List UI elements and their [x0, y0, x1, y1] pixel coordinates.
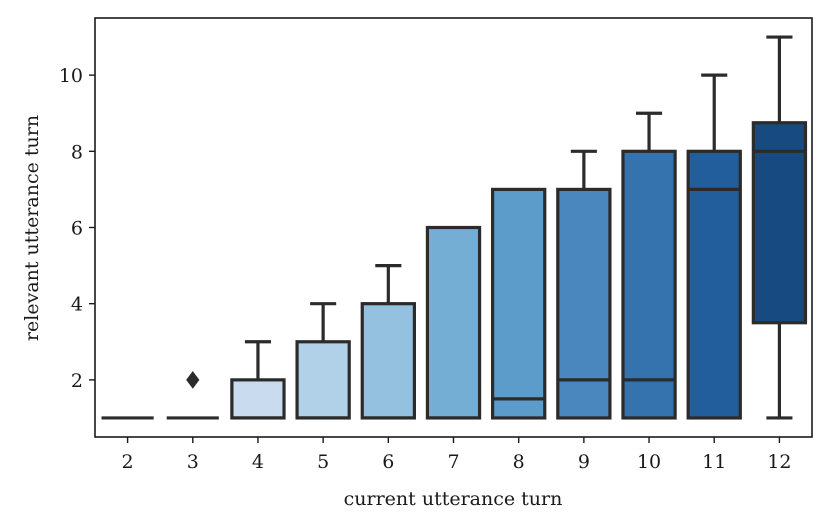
x-tick-label: 4 [252, 451, 264, 473]
x-axis-label: current utterance turn [344, 488, 563, 510]
box-group-11 [686, 73, 742, 420]
box-iqr [425, 225, 482, 420]
box-group-5 [295, 302, 351, 420]
box-iqr [751, 121, 808, 325]
box-group-10 [621, 111, 677, 420]
y-axis-label: relevant utterance turn [21, 115, 43, 341]
box-iqr [556, 187, 612, 420]
box-iqr [621, 149, 677, 420]
box-iqr [230, 378, 286, 420]
box-iqr [686, 149, 742, 420]
box-iqr [491, 187, 547, 420]
box-group-7 [425, 225, 482, 420]
box-iqr [360, 302, 416, 420]
x-axis-ticks: 2 3 4 5 6 7 8 9 10 11 12 [122, 437, 792, 473]
box-iqr [295, 340, 351, 420]
y-tick-label: 2 [71, 370, 83, 392]
y-tick-label: 6 [71, 218, 83, 240]
box-group-6 [360, 263, 416, 420]
outlier-point [186, 371, 200, 389]
box-group-4 [230, 340, 286, 420]
x-tick-label: 12 [767, 451, 791, 473]
box-group-8 [491, 187, 547, 420]
x-tick-label: 8 [513, 451, 525, 473]
x-tick-label: 3 [187, 451, 199, 473]
x-tick-label: 7 [447, 451, 459, 473]
y-axis-ticks: 2 4 6 8 10 [59, 65, 95, 392]
x-tick-label: 5 [317, 451, 329, 473]
y-tick-label: 8 [71, 141, 83, 163]
box-group-9 [556, 149, 612, 420]
x-tick-label: 11 [702, 451, 726, 473]
x-tick-label: 2 [122, 451, 134, 473]
box-group-12 [751, 35, 808, 420]
x-tick-label: 6 [382, 451, 394, 473]
y-tick-label: 4 [71, 294, 83, 316]
box-group-3 [166, 371, 219, 420]
boxes-layer [101, 35, 808, 420]
y-tick-label: 10 [59, 65, 83, 87]
x-tick-label: 9 [578, 451, 590, 473]
x-tick-label: 10 [637, 451, 661, 473]
